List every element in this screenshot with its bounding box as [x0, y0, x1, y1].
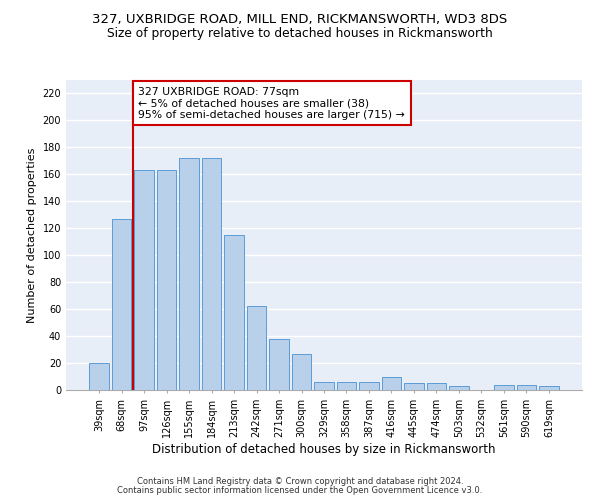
Bar	[337, 382, 356, 390]
Bar	[157, 170, 176, 390]
X-axis label: Distribution of detached houses by size in Rickmansworth: Distribution of detached houses by size …	[152, 442, 496, 456]
Text: 327 UXBRIDGE ROAD: 77sqm
← 5% of detached houses are smaller (38)
95% of semi-de: 327 UXBRIDGE ROAD: 77sqm ← 5% of detache…	[139, 86, 405, 120]
Bar	[404, 384, 424, 390]
Bar	[427, 384, 446, 390]
Bar	[359, 382, 379, 390]
Text: 327, UXBRIDGE ROAD, MILL END, RICKMANSWORTH, WD3 8DS: 327, UXBRIDGE ROAD, MILL END, RICKMANSWO…	[92, 12, 508, 26]
Text: Contains public sector information licensed under the Open Government Licence v3: Contains public sector information licen…	[118, 486, 482, 495]
Bar	[449, 386, 469, 390]
Bar	[224, 235, 244, 390]
Bar	[269, 339, 289, 390]
Text: Contains HM Land Registry data © Crown copyright and database right 2024.: Contains HM Land Registry data © Crown c…	[137, 477, 463, 486]
Bar	[494, 384, 514, 390]
Bar	[539, 386, 559, 390]
Bar	[382, 376, 401, 390]
Text: Size of property relative to detached houses in Rickmansworth: Size of property relative to detached ho…	[107, 28, 493, 40]
Bar	[202, 158, 221, 390]
Bar	[292, 354, 311, 390]
Bar	[179, 158, 199, 390]
Y-axis label: Number of detached properties: Number of detached properties	[27, 148, 37, 322]
Bar	[517, 384, 536, 390]
Bar	[112, 219, 131, 390]
Bar	[247, 306, 266, 390]
Bar	[89, 363, 109, 390]
Bar	[314, 382, 334, 390]
Bar	[134, 170, 154, 390]
